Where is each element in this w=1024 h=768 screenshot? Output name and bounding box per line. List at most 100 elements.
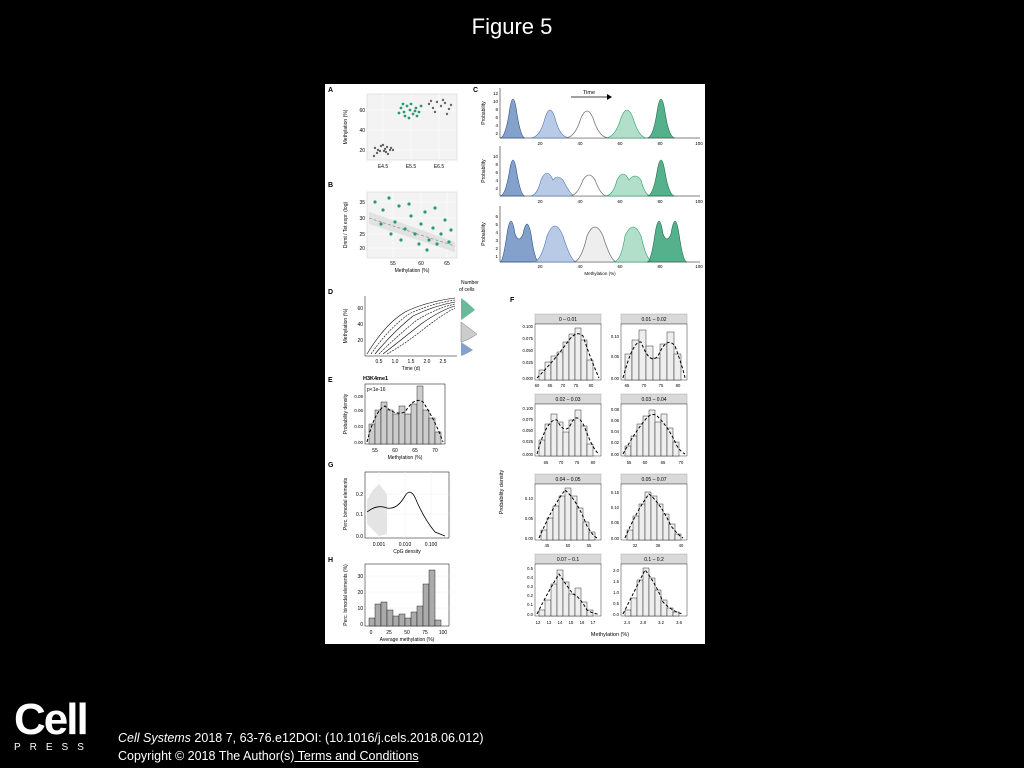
logo-press-text: PRESS — [14, 742, 93, 753]
panel-g-xtick: 0.100 — [425, 542, 438, 548]
panel-h-xtick: 25 — [386, 630, 392, 636]
panel-f6-strip: 0.05 – 0.07 — [641, 477, 666, 483]
panel-c-xtick: 100 — [695, 264, 703, 269]
panel-f5-xtick: 50 — [566, 543, 571, 548]
panel-f2-xtick: 75 — [659, 383, 664, 388]
panel-f7-ytick: 0.1 — [527, 602, 533, 607]
panel-c-ytick: 4 — [495, 178, 498, 183]
panel-c-xtick: 20 — [537, 264, 543, 269]
panel-c-ylabel: Probability — [481, 101, 487, 125]
panel-f8-xtick: 3.2 — [658, 620, 664, 625]
panel-e: H3K4me1 p<1e-16 Probability density 0.09… — [343, 376, 446, 461]
panel-f6-ytick: 0.15 — [611, 490, 620, 495]
panel-h-ytick: 20 — [357, 590, 363, 596]
citation-journal: Cell Systems — [118, 731, 191, 745]
panel-h-ytick: 10 — [357, 606, 363, 612]
panel-f7-ytick: 0.0 — [527, 612, 533, 617]
panel-f6-ytick: 0.00 — [611, 536, 620, 541]
panel-b-ytick: 35 — [359, 200, 365, 206]
panel-d-xtick: 0.5 — [376, 359, 383, 365]
panel-b: Dnmt / Tet expr. (log) 35 30 25 20 55 60… — [343, 191, 458, 274]
panel-c-ytick: 12 — [493, 91, 499, 96]
panel-c-xlabel: Methylation (%) — [584, 271, 616, 276]
panel-f6-xtick: 32 — [633, 543, 638, 548]
copyright: Copyright © 2018 The Author(s) Terms and… — [118, 747, 419, 765]
panel-e-ytick: 0.06 — [354, 408, 363, 413]
panel-f4-strip: 0.03 – 0.04 — [641, 397, 666, 403]
terms-link[interactable]: Terms and Conditions — [294, 749, 419, 763]
panel-f4-ytick: 0.02 — [611, 440, 620, 445]
panel-f4-ytick: 0.04 — [611, 429, 620, 434]
panel-d-xtick: 1.5 — [408, 359, 415, 365]
panel-c-xtick: 40 — [577, 199, 583, 204]
panel-h-xlabel: Average methylation (%) — [380, 637, 435, 643]
panel-f4-xtick: 55 — [627, 460, 632, 465]
panel-f1-xtick: 70 — [561, 383, 566, 388]
panel-f8-ytick: 1.0 — [613, 590, 619, 595]
panel-f3-ytick: 0.100 — [523, 406, 534, 411]
panel-f7-xtick: 17 — [591, 620, 596, 625]
panel-d-ytick: 20 — [357, 338, 363, 344]
panel-c-xtick: 40 — [577, 141, 583, 146]
panel-label-b: B — [328, 182, 333, 189]
panel-f5-xtick: 55 — [587, 543, 592, 548]
panel-a-ytick: 40 — [359, 128, 365, 134]
citation-details: 2018 7, 63-76.e12DOI: (10.1016/j.cels.20… — [190, 731, 484, 745]
panel-b-xtick: 55 — [390, 261, 396, 267]
panel-f2-xtick: 80 — [676, 383, 681, 388]
panel-e-xlabel: Methylation (%) — [388, 455, 423, 461]
panel-f7-strip: 0.07 – 0.1 — [557, 557, 579, 563]
panel-g-ytick: 0.1 — [356, 512, 363, 518]
panel-e-xtick: 60 — [392, 448, 398, 454]
panel-f3-ytick: 0.050 — [523, 428, 534, 433]
panel-c-xtick: 60 — [617, 199, 623, 204]
panel-f4-ytick: 0.08 — [611, 407, 620, 412]
panel-f1-xtick: 75 — [574, 383, 579, 388]
panel-label-g: G — [328, 462, 334, 469]
panel-f5-strip: 0.04 – 0.05 — [555, 477, 580, 483]
panel-f3-xtick: 65 — [544, 460, 549, 465]
panel-d: Number of cells Methylation (%) 60 40 20… — [343, 280, 479, 372]
panel-f1-xtick: 60 — [535, 383, 540, 388]
panel-f6-xtick: 40 — [679, 543, 684, 548]
panel-c-xtick: 20 — [537, 199, 543, 204]
panel-f2-ytick: 0.10 — [611, 334, 620, 339]
panel-b-ylabel: Dnmt / Tet expr. (log) — [343, 202, 349, 249]
panel-d-ylabel: Methylation (%) — [343, 308, 349, 343]
panel-a-xtick: E6.5 — [434, 164, 445, 170]
panel-f2-ytick: 0.05 — [611, 354, 620, 359]
panel-f2-xtick: 65 — [625, 383, 630, 388]
panel-c-ytick: 6 — [495, 170, 498, 175]
panel-f3-ytick: 0.075 — [523, 417, 534, 422]
panel-f3-ytick: 0.000 — [523, 452, 534, 457]
panel-f7-xtick: 12 — [536, 620, 541, 625]
panel-f1-ytick: 0.025 — [523, 360, 534, 365]
panel-g-xtick: 0.001 — [373, 542, 386, 548]
panel-f1-ytick: 0.000 — [523, 376, 534, 381]
slide-title: Figure 5 — [471, 14, 553, 39]
panel-f7-ytick: 0.4 — [527, 575, 533, 580]
panel-h-ylabel: Perc. bimodal elements (%) — [343, 564, 349, 626]
panel-c-xtick: 40 — [577, 264, 583, 269]
panel-f6-ytick: 0.10 — [611, 505, 620, 510]
panel-label-h: H — [328, 557, 333, 564]
figure-image: A B C D E F G H Methylation (%) — [325, 84, 705, 644]
panel-a: Methylation (%) 60 40 20 E4.5 E5.5 E6.5 — [343, 93, 458, 170]
panel-f1-xtick: 80 — [589, 383, 594, 388]
panel-f: Probability density Methylation (%) 0 – … — [499, 313, 688, 638]
panel-f8-xtick: 3.6 — [676, 620, 682, 625]
panel-c-xtick: 80 — [657, 199, 663, 204]
panel-e-xtick: 65 — [412, 448, 418, 454]
panel-f4-xtick: 70 — [679, 460, 684, 465]
panel-d-ytick: 40 — [357, 322, 363, 328]
panel-f7-xtick: 13 — [547, 620, 552, 625]
panel-c-xtick: 80 — [657, 141, 663, 146]
panel-c-xtick: 80 — [657, 264, 663, 269]
panel-c-ylabel: Probability — [481, 222, 487, 246]
panel-a-ylabel: Methylation (%) — [343, 109, 349, 144]
panel-f6-xtick: 36 — [656, 543, 661, 548]
panel-h-ytick: 0 — [360, 622, 363, 628]
panel-a-xtick: E4.5 — [378, 164, 389, 170]
panel-c-xtick: 100 — [695, 141, 703, 146]
panel-c-xtick: 60 — [617, 264, 623, 269]
